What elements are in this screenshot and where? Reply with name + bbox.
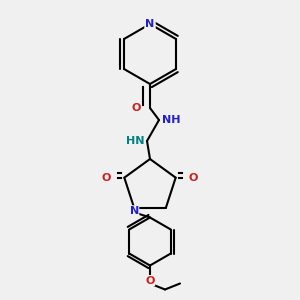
Text: N: N bbox=[130, 206, 139, 216]
Text: HN: HN bbox=[126, 136, 144, 146]
Text: NH: NH bbox=[162, 115, 180, 125]
Text: O: O bbox=[189, 173, 198, 183]
Text: O: O bbox=[132, 103, 141, 113]
Text: O: O bbox=[102, 173, 111, 183]
Text: O: O bbox=[145, 275, 155, 286]
Text: N: N bbox=[146, 19, 154, 29]
